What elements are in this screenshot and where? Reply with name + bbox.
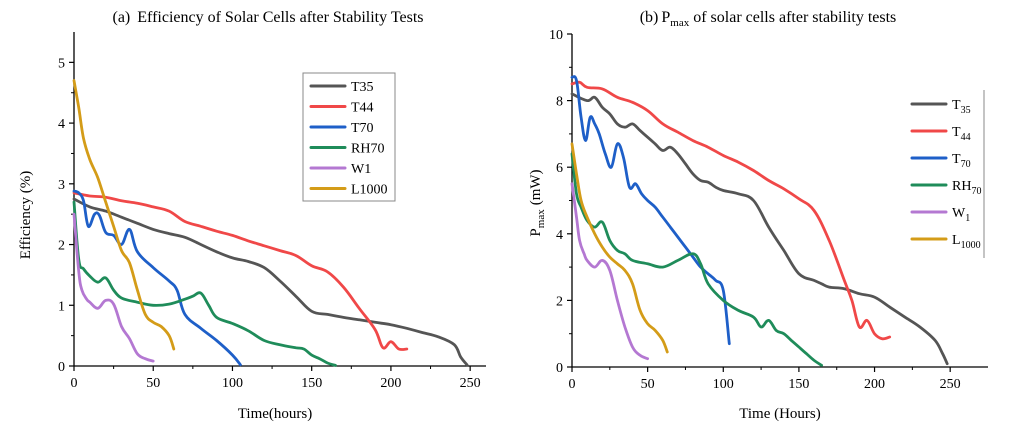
panel-b-y-axis-label: Pmax(mW) bbox=[528, 169, 547, 236]
x-tick-label: 250 bbox=[460, 376, 481, 391]
legend-label-rh70: RH70 bbox=[351, 142, 384, 157]
legend-label-sub: 44 bbox=[961, 132, 971, 143]
series-line-t44 bbox=[72, 191, 409, 351]
y-tick-label: 1 bbox=[58, 299, 65, 314]
x-tick-label: 50 bbox=[146, 376, 160, 391]
y-tick-label: 10 bbox=[549, 28, 563, 43]
y-tick-label: 8 bbox=[556, 95, 563, 110]
panel-b-axes: 0 50 100 150 200 250 0 2 4 6 8 10 bbox=[549, 28, 988, 392]
x-tick-label: 50 bbox=[641, 377, 655, 392]
y-tick-label: 2 bbox=[556, 294, 563, 309]
y-tick-label: 0 bbox=[556, 361, 563, 376]
legend-label-sub: 70 bbox=[971, 186, 981, 197]
panel-b-x-axis-label: Time (Hours) bbox=[739, 406, 821, 422]
series-line-t44 bbox=[570, 80, 892, 341]
series-line-t70 bbox=[72, 189, 242, 367]
legend-label-t44: T44 bbox=[351, 101, 374, 116]
legend-label-t70: T70 bbox=[351, 121, 374, 136]
legend-label-t35: T35 bbox=[351, 80, 374, 95]
panel-a-x-axis-label: Time(hours) bbox=[238, 406, 312, 422]
legend-label-rh70: RH70 bbox=[952, 179, 981, 197]
series-line-l1000 bbox=[72, 79, 176, 351]
series-line-t70 bbox=[570, 75, 731, 346]
series-line-rh70 bbox=[570, 152, 823, 367]
legend-label-main: L bbox=[952, 233, 961, 248]
legend-label-main: W bbox=[952, 206, 966, 221]
x-tick-label: 100 bbox=[713, 377, 734, 392]
panel-b-series-lines bbox=[570, 75, 949, 367]
y-tick-label: 3 bbox=[58, 178, 65, 193]
x-tick-label: 0 bbox=[569, 377, 576, 392]
y-tick-label: 5 bbox=[58, 56, 65, 71]
legend-label-main: T bbox=[952, 152, 961, 167]
legend-label-t35: T35 bbox=[952, 98, 971, 116]
legend-box bbox=[302, 72, 396, 202]
series-line-l1000 bbox=[570, 142, 669, 354]
legend-label-w1: W1 bbox=[952, 206, 970, 224]
panel-b-title: (b) Pmax of solar cells after stability te… bbox=[640, 9, 897, 29]
y-tick-label: 4 bbox=[58, 117, 65, 132]
x-tick-label: 250 bbox=[940, 377, 961, 392]
y-tick-label: 6 bbox=[556, 161, 563, 176]
legend-label-w1: W1 bbox=[351, 162, 371, 177]
legend-label-main: RH bbox=[952, 179, 971, 194]
legend-label-l1000: L1000 bbox=[952, 233, 981, 251]
series-line-t35 bbox=[72, 197, 469, 367]
legend-label-sub: 1 bbox=[965, 213, 970, 224]
legend-label-sub: 1000 bbox=[961, 240, 981, 251]
legend-label-main: T bbox=[952, 98, 961, 113]
panel-a-y-axis-label: Efficiency (%) bbox=[18, 171, 34, 259]
series-line-w1 bbox=[72, 212, 155, 363]
x-tick-label: 100 bbox=[222, 376, 243, 391]
x-tick-label: 0 bbox=[71, 376, 78, 391]
y-tick-label: 0 bbox=[58, 360, 65, 375]
series-line-w1 bbox=[570, 182, 649, 361]
panel-a-axes: 0 50 100 150 200 250 0 1 2 3 4 5 bbox=[58, 32, 486, 391]
x-tick-label: 200 bbox=[380, 376, 401, 391]
series-line-t35 bbox=[570, 92, 949, 366]
x-tick-label: 150 bbox=[301, 376, 322, 391]
panel-a-legend: T35 T44 T70 RH70 W1 L1000 bbox=[302, 72, 396, 202]
legend-box bbox=[904, 90, 984, 258]
panel-a-efficiency-chart: (a) Efficiency of Solar Cells after Stab… bbox=[18, 9, 486, 422]
panel-b-pmax-chart: (b) Pmax of solar cells after stability te… bbox=[528, 9, 988, 422]
legend-label-main: T bbox=[952, 125, 961, 140]
y-tick-label: 4 bbox=[556, 228, 563, 243]
series-line-rh70 bbox=[72, 200, 337, 367]
panel-a-series-lines bbox=[72, 79, 469, 367]
legend-label-sub: 70 bbox=[961, 159, 971, 170]
panel-a-title: (a) Efficiency of Solar Cells after Stab… bbox=[113, 9, 424, 26]
legend-label-l1000: L1000 bbox=[351, 183, 388, 198]
legend-label-t44: T44 bbox=[952, 125, 971, 143]
legend-label-sub: 35 bbox=[961, 105, 971, 116]
y-tick-label: 2 bbox=[58, 239, 65, 254]
legend-label-t70: T70 bbox=[952, 152, 971, 170]
x-tick-label: 200 bbox=[864, 377, 885, 392]
x-tick-label: 150 bbox=[788, 377, 809, 392]
